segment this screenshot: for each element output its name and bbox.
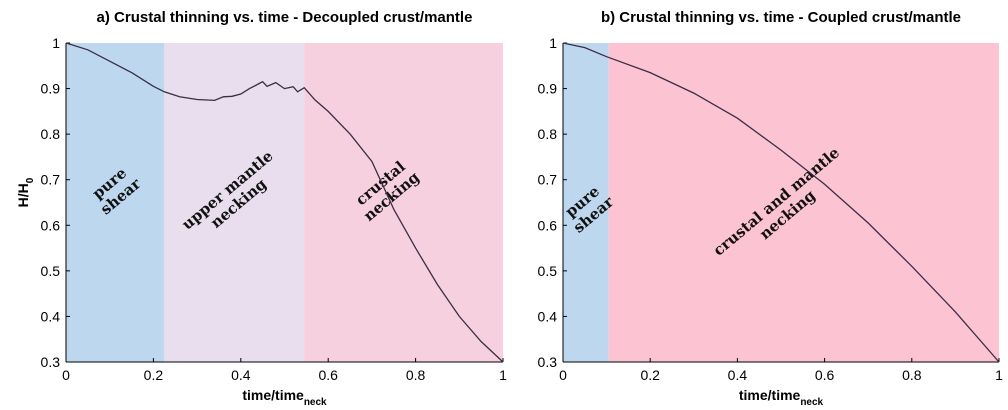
y-tick-label: 0.8 xyxy=(538,126,558,142)
x-axis-label: time/timeneck xyxy=(242,387,327,408)
x-axis-label-main: time/time xyxy=(242,387,304,403)
x-tick-label: 0.8 xyxy=(902,367,922,383)
y-tick-label: 0.4 xyxy=(41,308,61,324)
region-background xyxy=(563,43,609,362)
y-tick-label: 0.8 xyxy=(41,126,61,142)
x-axis-label-subscript: neck xyxy=(304,397,327,408)
y-tick-label: 1 xyxy=(52,35,60,51)
thinning-curve xyxy=(65,42,504,363)
x-tick-label: 1 xyxy=(499,367,507,383)
y-tick-label: 0.7 xyxy=(41,172,61,188)
y-tick-label: 0.9 xyxy=(41,81,61,97)
y-axis-label-main: H/H xyxy=(15,183,31,207)
x-tick-label: 1 xyxy=(995,367,1003,383)
y-tick-label: 0.6 xyxy=(41,217,61,233)
y-tick-label: 0.5 xyxy=(538,263,558,279)
x-tick-label: 0.6 xyxy=(318,367,338,383)
x-tick-label: 0.6 xyxy=(815,367,835,383)
y-tick-label: 0.3 xyxy=(538,354,558,370)
x-tick-label: 0 xyxy=(62,367,70,383)
thinning-curve xyxy=(562,42,1000,363)
x-tick-label: 0.2 xyxy=(640,367,660,383)
x-tick-label: 0.4 xyxy=(231,367,251,383)
x-axis-label: time/timeneck xyxy=(739,387,824,408)
x-axis-label-subscript: neck xyxy=(800,397,823,408)
region-background xyxy=(66,43,165,362)
region-background xyxy=(608,43,999,362)
y-tick-label: 0.7 xyxy=(538,172,558,188)
y-tick-label: 0.6 xyxy=(538,217,558,233)
chart-panel-a: pureshear upper mantlenecking crustalnecki… xyxy=(15,9,507,408)
x-tick-label: 0.8 xyxy=(406,367,426,383)
y-tick-label: 1 xyxy=(549,35,557,51)
x-tick-label: 0.4 xyxy=(728,367,748,383)
chart-title: a) Crustal thinning vs. time - Decoupled… xyxy=(97,9,473,26)
x-tick-label: 0 xyxy=(559,367,567,383)
y-tick-label: 0.4 xyxy=(538,308,558,324)
y-tick-label: 0.5 xyxy=(41,263,61,279)
region-background xyxy=(304,43,503,362)
y-axis-label: H/H0 xyxy=(15,177,36,207)
y-tick-label: 0.3 xyxy=(41,354,61,370)
x-tick-label: 0.2 xyxy=(144,367,164,383)
chart-title: b) Crustal thinning vs. time - Coupled c… xyxy=(601,9,961,26)
x-axis-label-main: time/time xyxy=(739,387,801,403)
y-axis-label-subscript: 0 xyxy=(25,177,36,183)
y-tick-label: 0.9 xyxy=(538,81,558,97)
